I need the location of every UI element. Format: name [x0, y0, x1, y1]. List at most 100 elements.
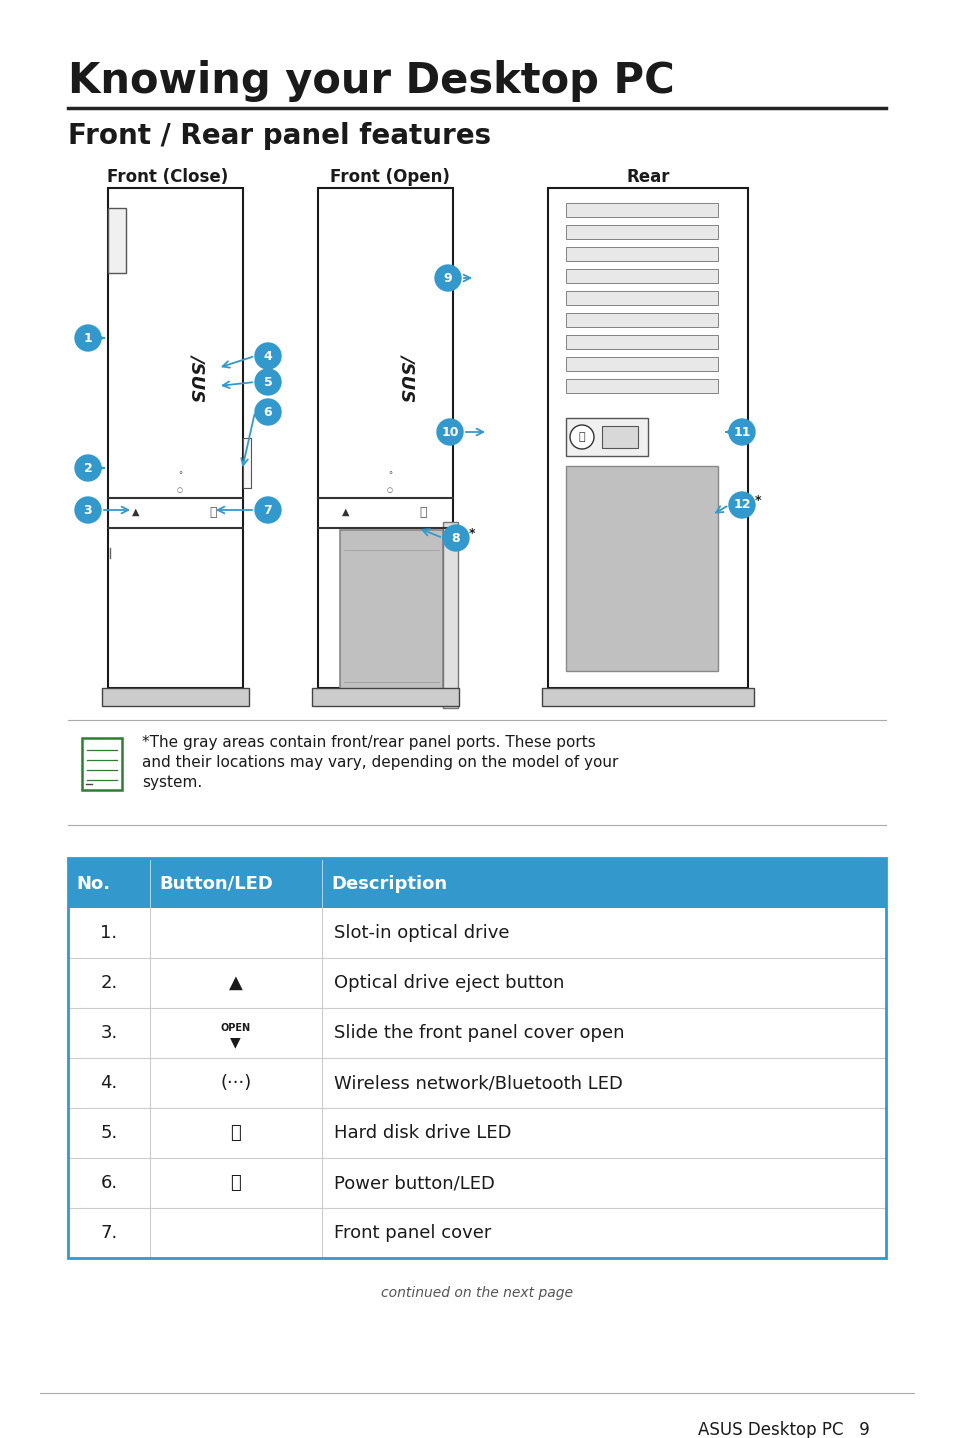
Circle shape	[254, 398, 281, 426]
Text: 11: 11	[733, 426, 750, 439]
Text: Description: Description	[332, 874, 447, 893]
Text: *: *	[469, 526, 475, 541]
Text: °: °	[178, 472, 182, 480]
Text: 7.: 7.	[100, 1224, 117, 1242]
Text: ○: ○	[387, 487, 393, 493]
Text: 5: 5	[263, 375, 273, 388]
Bar	[68, 907, 885, 958]
Text: ▼: ▼	[230, 1035, 241, 1048]
Text: No.: No.	[76, 874, 110, 893]
Text: *: *	[754, 495, 760, 508]
Text: 10: 10	[441, 426, 458, 439]
Bar	[108, 209, 126, 273]
Bar	[565, 224, 718, 239]
Circle shape	[75, 454, 101, 480]
Bar	[565, 380, 718, 393]
Text: Wireless network/Bluetooth LED: Wireless network/Bluetooth LED	[334, 1074, 621, 1091]
Text: Front panel cover: Front panel cover	[334, 1224, 491, 1242]
Circle shape	[254, 370, 281, 395]
Bar	[339, 869, 442, 879]
Circle shape	[435, 265, 460, 290]
Bar	[102, 687, 249, 706]
Text: Hard disk drive LED: Hard disk drive LED	[334, 1125, 511, 1142]
Text: Front (Close): Front (Close)	[108, 168, 229, 186]
Bar	[601, 426, 638, 449]
Bar	[541, 687, 753, 706]
Bar	[68, 1058, 885, 1109]
Text: 8: 8	[451, 532, 460, 545]
Bar	[565, 247, 718, 262]
Text: 3: 3	[84, 503, 92, 516]
Text: Front / Rear panel features: Front / Rear panel features	[68, 122, 491, 150]
Bar	[565, 335, 718, 349]
Text: ⏻: ⏻	[209, 506, 216, 519]
Text: continued on the next page: continued on the next page	[380, 1286, 573, 1300]
Bar	[68, 1008, 885, 1058]
Bar	[565, 313, 718, 326]
Text: 6.: 6.	[100, 1173, 117, 1192]
Text: 9: 9	[443, 272, 452, 285]
Text: 4.: 4.	[100, 1074, 117, 1091]
Text: 4: 4	[263, 349, 273, 362]
Circle shape	[436, 418, 462, 444]
Text: ▲: ▲	[342, 508, 350, 518]
Text: 12: 12	[733, 499, 750, 512]
Circle shape	[75, 325, 101, 351]
Text: 7: 7	[263, 503, 273, 516]
Text: and their locations may vary, depending on the model of your: and their locations may vary, depending …	[142, 755, 618, 769]
Bar	[68, 858, 885, 1258]
Bar	[565, 269, 718, 283]
Circle shape	[75, 498, 101, 523]
Bar	[68, 858, 885, 907]
Bar	[108, 188, 243, 687]
Text: Rear: Rear	[625, 168, 669, 186]
Text: Front (Open): Front (Open)	[330, 168, 450, 186]
Circle shape	[254, 344, 281, 370]
Bar	[547, 188, 747, 687]
Text: ASUS Desktop PC   9: ASUS Desktop PC 9	[698, 1421, 869, 1438]
Text: Slide the front panel cover open: Slide the front panel cover open	[334, 1024, 623, 1043]
Circle shape	[728, 492, 754, 518]
Bar	[68, 1158, 885, 1208]
Text: Button/LED: Button/LED	[160, 874, 274, 893]
Text: ○: ○	[176, 487, 183, 493]
Text: 6: 6	[263, 406, 272, 418]
Text: Slot-in optical drive: Slot-in optical drive	[334, 925, 509, 942]
Text: OPEN: OPEN	[220, 1022, 251, 1032]
Circle shape	[254, 498, 281, 523]
Circle shape	[728, 418, 754, 444]
Text: 2.: 2.	[100, 974, 117, 992]
Bar	[68, 1208, 885, 1258]
Text: 1: 1	[84, 332, 92, 345]
Text: ⏻: ⏻	[230, 1173, 241, 1192]
Text: ⎕: ⎕	[230, 1125, 241, 1142]
Text: 1.: 1.	[100, 925, 117, 942]
Circle shape	[442, 525, 469, 551]
Text: *The gray areas contain front/rear panel ports. These ports: *The gray areas contain front/rear panel…	[142, 735, 595, 751]
Bar	[565, 418, 647, 456]
Bar	[442, 522, 457, 707]
Bar	[565, 290, 718, 305]
Text: ▲: ▲	[229, 974, 242, 992]
Bar	[68, 958, 885, 1008]
Bar	[82, 738, 122, 789]
Text: ▲: ▲	[132, 508, 139, 518]
Text: 3.: 3.	[100, 1024, 117, 1043]
Text: 5.: 5.	[100, 1125, 117, 1142]
Circle shape	[569, 426, 594, 449]
Text: (···): (···)	[220, 1074, 251, 1091]
Text: 2: 2	[84, 462, 92, 475]
Bar	[565, 466, 718, 672]
Text: Optical drive eject button: Optical drive eject button	[334, 974, 563, 992]
Text: system.: system.	[142, 775, 202, 789]
Bar	[565, 357, 718, 371]
Bar	[565, 203, 718, 217]
Text: /SUS: /SUS	[189, 354, 207, 401]
Text: ⏻: ⏻	[418, 506, 426, 519]
Text: /SUS: /SUS	[398, 354, 416, 401]
Bar	[339, 531, 442, 700]
Text: °: °	[388, 472, 392, 480]
Bar	[68, 1109, 885, 1158]
Bar	[317, 188, 453, 687]
Text: ⏻: ⏻	[578, 431, 585, 441]
